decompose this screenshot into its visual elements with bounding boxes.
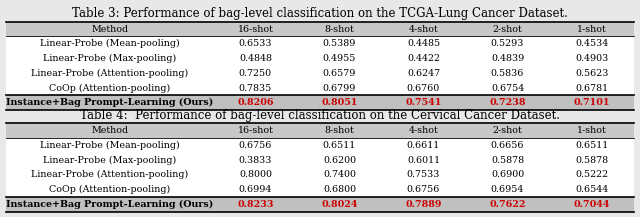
Text: 0.4422: 0.4422 (407, 54, 440, 63)
Text: 0.4839: 0.4839 (491, 54, 524, 63)
Text: 0.6900: 0.6900 (491, 170, 524, 179)
Text: 0.6994: 0.6994 (239, 185, 272, 194)
Text: 0.6656: 0.6656 (491, 141, 524, 150)
Bar (6, 95, 634, 110)
Text: 0.7533: 0.7533 (407, 170, 440, 179)
Text: 0.7044: 0.7044 (573, 200, 610, 209)
Text: 0.5389: 0.5389 (323, 39, 356, 48)
Text: Instance+Bag Prompt-Learning (Ours): Instance+Bag Prompt-Learning (Ours) (6, 200, 214, 209)
Text: 0.7889: 0.7889 (405, 200, 442, 209)
Text: 0.4848: 0.4848 (239, 54, 272, 63)
Text: 0.7250: 0.7250 (239, 69, 272, 78)
Text: 0.6800: 0.6800 (323, 185, 356, 194)
Text: 0.6544: 0.6544 (575, 185, 608, 194)
Text: 0.6511: 0.6511 (323, 141, 356, 150)
Text: 0.7541: 0.7541 (405, 98, 442, 107)
Text: Linear-Probe (Attention-pooling): Linear-Probe (Attention-pooling) (31, 170, 189, 179)
Text: Method: Method (92, 126, 129, 135)
Bar (6, 22, 634, 36)
Text: 0.7238: 0.7238 (490, 98, 526, 107)
Text: 1-shot: 1-shot (577, 126, 607, 135)
Bar (6, 123, 634, 138)
Text: 0.8233: 0.8233 (237, 200, 274, 209)
Text: 16-shot: 16-shot (237, 126, 273, 135)
Bar (6, 36, 634, 51)
Text: Table 4:  Performance of bag-level classification on the Cervical Cancer Dataset: Table 4: Performance of bag-level classi… (80, 108, 560, 122)
Text: 0.8024: 0.8024 (321, 200, 358, 209)
Text: 0.6781: 0.6781 (575, 84, 608, 93)
Text: 0.6579: 0.6579 (323, 69, 356, 78)
Text: 0.3833: 0.3833 (239, 156, 272, 165)
Text: Linear-Probe (Mean-pooling): Linear-Probe (Mean-pooling) (40, 39, 180, 48)
Text: 1-shot: 1-shot (577, 25, 607, 34)
Text: 0.6799: 0.6799 (323, 84, 356, 93)
Bar (6, 81, 634, 95)
Text: 0.5222: 0.5222 (575, 170, 608, 179)
Text: 0.5623: 0.5623 (575, 69, 608, 78)
Text: Linear-Probe (Max-pooling): Linear-Probe (Max-pooling) (44, 156, 177, 165)
Text: Table 3: Performance of bag-level classification on the TCGA-Lung Cancer Dataset: Table 3: Performance of bag-level classi… (72, 7, 568, 20)
Text: 0.4485: 0.4485 (407, 39, 440, 48)
Text: 0.5836: 0.5836 (491, 69, 524, 78)
Text: 0.6754: 0.6754 (491, 84, 524, 93)
Text: 0.6760: 0.6760 (407, 84, 440, 93)
Text: 0.4534: 0.4534 (575, 39, 608, 48)
Text: 0.7101: 0.7101 (573, 98, 610, 107)
Text: 0.6011: 0.6011 (407, 156, 440, 165)
Bar (6, 138, 634, 153)
Text: 0.8206: 0.8206 (237, 98, 274, 107)
Text: Linear-Probe (Max-pooling): Linear-Probe (Max-pooling) (44, 54, 177, 63)
Text: CoOp (Attention-pooling): CoOp (Attention-pooling) (49, 185, 170, 194)
Text: 0.4955: 0.4955 (323, 54, 356, 63)
Text: 4-shot: 4-shot (408, 25, 438, 34)
Text: 0.7622: 0.7622 (490, 200, 526, 209)
Text: 0.7835: 0.7835 (239, 84, 272, 93)
Text: 0.6533: 0.6533 (239, 39, 272, 48)
Bar (6, 153, 634, 168)
Bar (6, 197, 634, 212)
Text: Method: Method (92, 25, 129, 34)
Text: 0.6511: 0.6511 (575, 141, 608, 150)
Text: 0.5878: 0.5878 (491, 156, 524, 165)
Bar (6, 66, 634, 81)
Bar (6, 51, 634, 66)
Text: 0.6247: 0.6247 (407, 69, 440, 78)
Text: Linear-Probe (Mean-pooling): Linear-Probe (Mean-pooling) (40, 141, 180, 150)
Text: Linear-Probe (Attention-pooling): Linear-Probe (Attention-pooling) (31, 69, 189, 78)
Text: 0.6200: 0.6200 (323, 156, 356, 165)
Text: 0.8000: 0.8000 (239, 170, 272, 179)
Text: 0.6954: 0.6954 (491, 185, 524, 194)
Text: 0.8051: 0.8051 (321, 98, 358, 107)
Text: 0.6756: 0.6756 (407, 185, 440, 194)
Text: Instance+Bag Prompt-Learning (Ours): Instance+Bag Prompt-Learning (Ours) (6, 98, 214, 107)
Text: 0.5878: 0.5878 (575, 156, 608, 165)
Text: 0.5293: 0.5293 (491, 39, 524, 48)
Text: 0.4903: 0.4903 (575, 54, 608, 63)
Text: 16-shot: 16-shot (237, 25, 273, 34)
Bar (6, 168, 634, 182)
Text: 0.6756: 0.6756 (239, 141, 272, 150)
Text: 8-shot: 8-shot (324, 25, 355, 34)
Text: 8-shot: 8-shot (324, 126, 355, 135)
Text: 2-shot: 2-shot (493, 25, 522, 34)
Bar (6, 182, 634, 197)
Text: 0.7400: 0.7400 (323, 170, 356, 179)
Text: CoOp (Attention-pooling): CoOp (Attention-pooling) (49, 84, 170, 93)
Text: 4-shot: 4-shot (408, 126, 438, 135)
Text: 2-shot: 2-shot (493, 126, 522, 135)
Text: 0.6611: 0.6611 (407, 141, 440, 150)
